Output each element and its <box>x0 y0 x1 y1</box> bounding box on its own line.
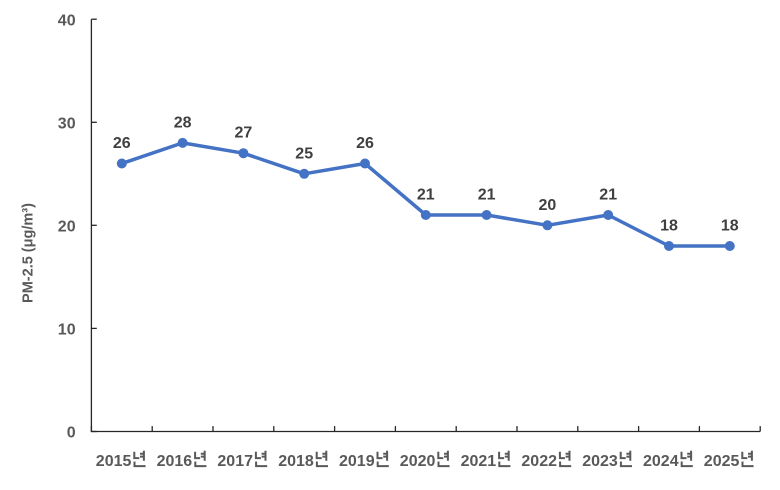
svg-text:26: 26 <box>113 135 131 152</box>
svg-text:2015: 2015 <box>96 453 132 470</box>
svg-text:26: 26 <box>356 135 374 152</box>
svg-text:2016: 2016 <box>157 453 193 470</box>
svg-text:21: 21 <box>417 187 435 204</box>
svg-text:2020: 2020 <box>400 453 436 470</box>
svg-text:2022: 2022 <box>521 453 557 470</box>
svg-text:18: 18 <box>721 218 739 235</box>
svg-text:30: 30 <box>58 116 76 133</box>
svg-text:21: 21 <box>478 187 496 204</box>
svg-text:2023: 2023 <box>582 453 618 470</box>
svg-text:27: 27 <box>235 125 253 142</box>
svg-text:20: 20 <box>58 219 76 236</box>
svg-text:21: 21 <box>599 187 617 204</box>
svg-text:2024: 2024 <box>643 453 679 470</box>
svg-text:2018: 2018 <box>278 453 314 470</box>
svg-text:2019: 2019 <box>339 453 375 470</box>
svg-text:10: 10 <box>58 322 76 339</box>
svg-text:18: 18 <box>660 218 678 235</box>
svg-text:PM-2.5 (μg/m³): PM-2.5 (μg/m³) <box>21 203 37 303</box>
svg-text:40: 40 <box>58 12 76 29</box>
svg-text:2017: 2017 <box>217 453 253 470</box>
svg-text:2021: 2021 <box>461 453 497 470</box>
svg-text:2025: 2025 <box>704 453 740 470</box>
svg-text:20: 20 <box>539 197 557 214</box>
svg-text:25: 25 <box>295 145 313 162</box>
svg-text:0: 0 <box>67 425 76 442</box>
svg-text:28: 28 <box>174 114 192 131</box>
